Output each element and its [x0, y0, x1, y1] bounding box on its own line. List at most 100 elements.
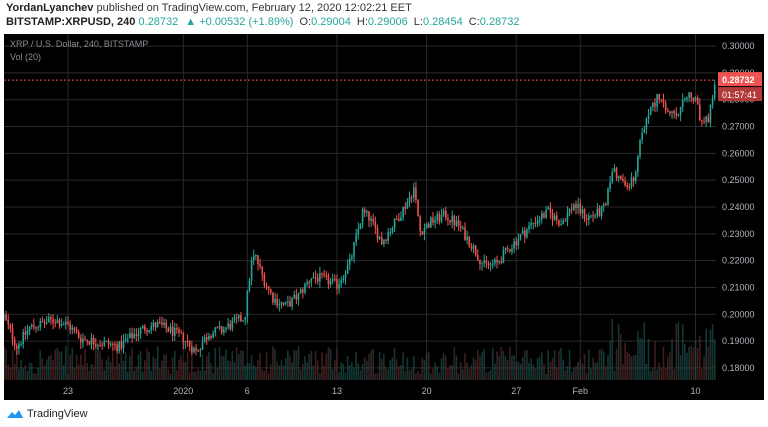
volume-bar	[321, 352, 323, 380]
tradingview-logo[interactable]: TradingView	[6, 408, 88, 420]
volume-bar	[58, 351, 61, 380]
candle-body	[652, 102, 654, 108]
y-tick-label: 0.23000	[722, 229, 755, 239]
author-name[interactable]: YordanLyanchev	[6, 2, 94, 14]
candle-layer	[3, 79, 716, 357]
price-chart[interactable]: 0.300000.290000.280000.270000.260000.250…	[3, 34, 764, 400]
candle-body	[558, 220, 560, 226]
candle-body	[205, 337, 208, 340]
candle-body	[666, 110, 669, 112]
volume-bar	[336, 348, 338, 380]
volume-bar	[118, 363, 121, 380]
volume-bar	[334, 360, 336, 380]
candle-body	[126, 338, 129, 340]
candle-body	[705, 116, 707, 122]
volume-bar	[436, 366, 439, 380]
volume-bar	[327, 347, 330, 380]
volume-bar	[261, 369, 264, 380]
chart-area[interactable]: 0.300000.290000.280000.270000.260000.250…	[3, 34, 764, 400]
candle-body	[549, 207, 552, 213]
candle-body	[393, 218, 396, 229]
candle-body	[511, 248, 513, 252]
candle-body	[178, 329, 180, 333]
volume-bar	[43, 365, 46, 380]
candle-body	[30, 324, 33, 327]
volume-bar	[120, 347, 123, 380]
candle-body	[368, 211, 370, 221]
volume-bar	[314, 351, 317, 380]
candle-body	[398, 219, 400, 221]
x-tick-label: 10	[691, 386, 701, 396]
candle-body	[208, 336, 210, 340]
volume-bar	[88, 370, 91, 380]
candle-body	[681, 99, 684, 108]
volume-bar	[641, 338, 643, 380]
volume-bar	[519, 363, 522, 380]
volume-bar	[246, 363, 249, 380]
volume-bar	[698, 335, 701, 380]
candle-body	[519, 234, 522, 240]
candle-body	[613, 167, 616, 172]
volume-bar	[634, 354, 637, 380]
volume-bar	[690, 345, 693, 380]
candle-body	[489, 263, 492, 266]
candle-body	[92, 337, 95, 345]
y-tick-label: 0.26000	[722, 148, 755, 158]
candle-body	[387, 232, 389, 241]
candle-body	[698, 104, 701, 121]
candle-body	[415, 187, 417, 200]
candle-body	[255, 255, 257, 257]
volume-bar	[71, 348, 74, 380]
candle-body	[276, 298, 278, 306]
volume-bar	[82, 365, 84, 380]
candle-body	[312, 277, 315, 279]
volume-bar	[348, 365, 351, 380]
volume-bar	[86, 363, 89, 380]
candle-body	[562, 220, 564, 225]
candle-body	[233, 317, 236, 321]
volume-bar	[534, 368, 537, 380]
volume-bar	[451, 364, 454, 380]
candle-body	[498, 261, 500, 263]
candle-body	[487, 262, 490, 266]
volume-bar	[188, 372, 191, 380]
candle-body	[701, 120, 703, 122]
candle-body	[357, 228, 360, 234]
volume-bar	[410, 368, 413, 380]
candle-body	[109, 343, 112, 345]
candle-body	[351, 256, 353, 259]
candle-body	[395, 218, 398, 220]
candle-body	[210, 336, 212, 338]
candle-body	[114, 344, 116, 346]
volume-bar	[105, 360, 108, 380]
candle-body	[483, 260, 486, 264]
candle-body	[568, 208, 571, 213]
volume-bar	[141, 371, 144, 380]
candle-body	[673, 111, 675, 114]
candle-body	[9, 324, 12, 329]
candle-body	[440, 215, 443, 222]
volume-bar	[662, 346, 665, 380]
candle-body	[62, 324, 65, 326]
volume-bar	[197, 368, 200, 380]
candle-body	[662, 99, 665, 104]
candle-body	[336, 278, 338, 289]
volume-bar	[553, 350, 556, 380]
y-tick-label: 0.30000	[722, 41, 755, 51]
candle-body	[517, 239, 520, 246]
chart-title: XRP / U.S. Dollar, 240, BITSTAMP	[10, 39, 148, 49]
volume-bar	[223, 355, 225, 380]
volume-bar	[323, 365, 325, 380]
candle-body	[139, 328, 142, 334]
volume-bar	[598, 349, 601, 380]
volume-bar	[191, 349, 193, 380]
candle-body	[65, 321, 67, 325]
volume-bar	[259, 353, 261, 380]
volume-bar	[272, 346, 274, 380]
candle-body	[590, 215, 592, 217]
candle-body	[696, 97, 699, 105]
volume-bar	[575, 365, 577, 380]
volume-bar	[214, 347, 217, 380]
candle-body	[169, 326, 172, 332]
volume-bar	[705, 328, 707, 380]
